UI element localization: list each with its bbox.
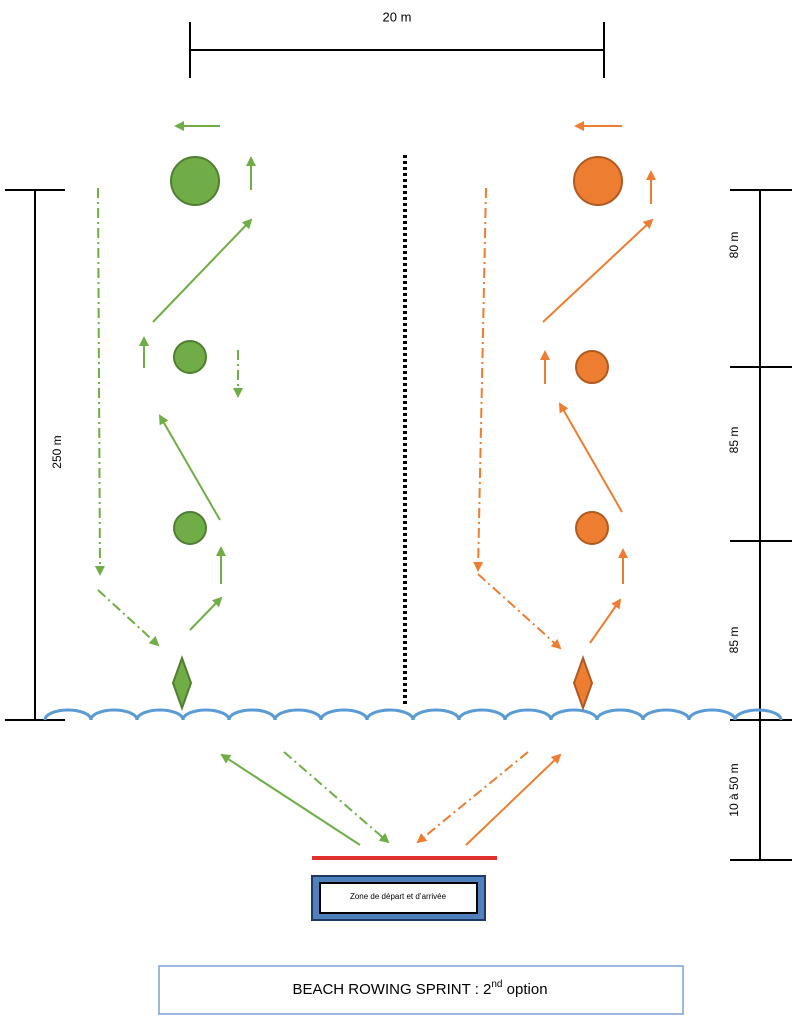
buoy [575,350,609,384]
title: BEACH ROWING SPRINT : 2nd option [292,979,547,998]
buoy [170,156,220,206]
right-dimension: 80 m 85 m 85 m 10 à 50 m [727,189,792,861]
orange-course [416,121,656,846]
dimension-label: 250 m [50,435,64,468]
title-sup: nd [491,979,502,990]
buoy [575,511,609,545]
green-course [94,121,390,846]
buoy [173,511,207,545]
start-marker [572,655,594,711]
dimension-label: 85 m [727,627,741,654]
title-text: BEACH ROWING SPRINT : 2 [292,981,491,998]
dimension-label: 85 m [727,427,741,454]
title-suffix: option [503,981,548,998]
start-marker [171,655,193,711]
dimension-label: 80 m [727,232,741,259]
left-dimension: 250 m [5,189,65,721]
orange-buoys [572,156,623,711]
top-dimension: 20 m [189,9,605,78]
buoy [573,156,623,206]
shoreline [43,708,783,721]
start-zone-label: Zone de départ et d’arrivée [350,892,447,901]
dimension-label: 10 à 50 m [727,763,741,816]
start-zone: Zone de départ et d’arrivée [311,875,486,921]
green-buoys [170,156,220,711]
title-box: BEACH ROWING SPRINT : 2nd option [158,965,684,1015]
dimension-label: 20 m [383,9,412,24]
buoy [173,340,207,374]
